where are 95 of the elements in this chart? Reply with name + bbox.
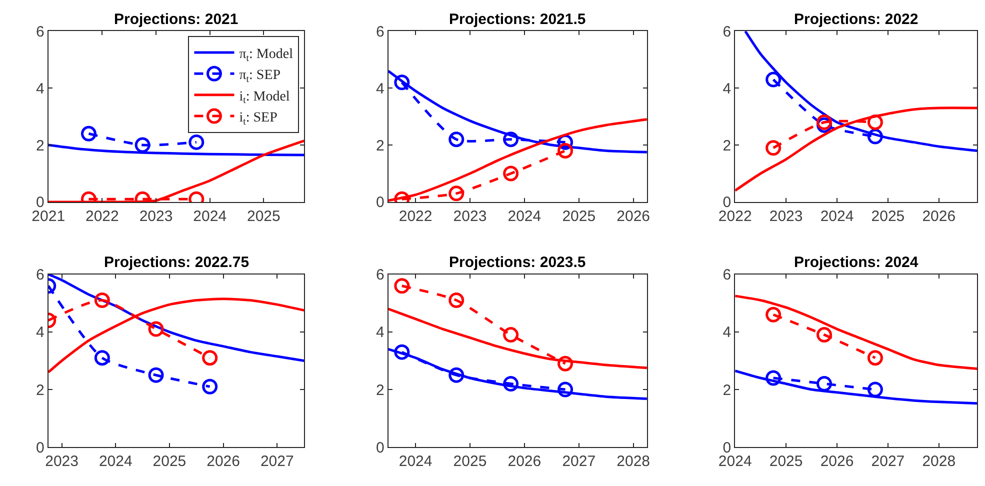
x-tick-label: 2024 <box>98 453 132 470</box>
legend-label: i$_{t}$: SEP <box>239 110 278 128</box>
line-series <box>388 348 647 400</box>
point <box>766 140 782 156</box>
x-tick-label: 2023 <box>139 208 173 225</box>
point <box>394 74 410 90</box>
x-tick-label: 2025 <box>152 453 186 470</box>
y-tick-label: 0 <box>36 439 44 456</box>
point <box>558 142 574 158</box>
y-tick-label: 0 <box>376 439 384 456</box>
point <box>448 292 464 308</box>
y-tick-label: 4 <box>376 324 384 342</box>
x-tick-label: 2023 <box>453 208 487 225</box>
y-tick-label: 6 <box>376 266 384 284</box>
x-tick-label: 2026 <box>616 208 650 225</box>
legend-label: i$_{t}$: Model <box>239 89 290 106</box>
line-series <box>48 140 304 202</box>
x-tick-label: 2028 <box>922 453 956 470</box>
x-tick-label: 2025 <box>246 208 280 225</box>
line-series <box>388 70 647 154</box>
x-tick-label: 2023 <box>45 453 78 470</box>
point <box>503 327 519 343</box>
line-series <box>744 31 978 152</box>
point <box>148 321 164 337</box>
y-tick-label: 4 <box>36 324 44 342</box>
point <box>558 356 574 372</box>
chart-title: Projections: 2022.75 <box>104 254 250 271</box>
point <box>766 370 782 386</box>
point <box>558 382 574 398</box>
y-tick-label: 6 <box>722 23 732 40</box>
x-tick-label: 2024 <box>398 453 432 470</box>
legend-label: π$_{t}$: Model <box>239 46 294 64</box>
x-tick-label: 2026 <box>508 453 542 470</box>
y-tick-label: 2 <box>722 382 732 399</box>
y-tick-label: 0 <box>376 194 384 212</box>
point <box>202 350 218 366</box>
x-tick-label: 2026 <box>922 208 956 225</box>
point <box>448 186 464 202</box>
y-tick-label: 2 <box>722 137 732 154</box>
y-tick-label: 4 <box>722 324 732 342</box>
x-tick-label: 2022 <box>398 208 432 225</box>
point <box>766 306 782 322</box>
x-tick-label: 2024 <box>820 208 854 225</box>
x-tick-label: 2026 <box>206 453 240 470</box>
x-tick-label: 2027 <box>260 453 294 470</box>
point <box>816 327 832 343</box>
point <box>394 278 410 294</box>
point <box>148 367 164 383</box>
y-tick-label: 2 <box>36 137 44 154</box>
line-series <box>735 294 978 370</box>
point <box>202 378 218 394</box>
line-series <box>735 370 978 405</box>
chart-title: Projections: 2022 <box>794 11 918 28</box>
x-tick-label: 2026 <box>820 453 854 470</box>
point <box>766 72 782 88</box>
x-tick-label: 2028 <box>616 453 650 470</box>
point <box>394 344 410 360</box>
y-tick-label: 2 <box>36 382 44 399</box>
point <box>816 376 832 392</box>
point <box>867 128 883 144</box>
y-tick-label: 2 <box>376 137 384 154</box>
y-tick-label: 6 <box>36 23 44 40</box>
line-series <box>48 298 304 374</box>
y-tick-label: 6 <box>722 266 732 284</box>
point <box>503 166 519 182</box>
line-series <box>388 118 647 202</box>
point <box>503 132 519 148</box>
line-series <box>735 106 978 192</box>
chart-title: Projections: 2021 <box>114 11 238 28</box>
chart-title: Projections: 2021.5 <box>449 11 586 28</box>
legend-label: π$_{t}$: SEP <box>239 68 281 86</box>
y-tick-label: 2 <box>376 382 384 399</box>
point <box>867 350 883 366</box>
x-tick-label: 2027 <box>562 453 596 470</box>
chart-title: Projections: 2023.5 <box>449 254 586 271</box>
x-tick-label: 2025 <box>769 453 803 470</box>
y-tick-label: 4 <box>722 80 732 98</box>
x-tick-label: 2024 <box>508 208 542 225</box>
x-tick-label: 2025 <box>871 208 905 225</box>
point <box>448 132 464 148</box>
y-tick-label: 6 <box>36 266 44 284</box>
y-tick-label: 6 <box>376 23 384 40</box>
x-tick-label: 2023 <box>769 208 803 225</box>
x-tick-label: 2027 <box>871 453 905 470</box>
x-tick-label: 2024 <box>193 208 227 225</box>
point <box>867 114 883 130</box>
point <box>448 367 464 383</box>
chart-title: Projections: 2024 <box>794 254 919 271</box>
x-tick-label: 2025 <box>453 453 487 470</box>
point <box>867 382 883 398</box>
y-tick-label: 4 <box>36 80 44 98</box>
point <box>503 376 519 392</box>
x-tick-label: 2025 <box>562 208 596 225</box>
y-tick-label: 4 <box>376 80 384 98</box>
x-tick-label: 2022 <box>85 208 119 225</box>
